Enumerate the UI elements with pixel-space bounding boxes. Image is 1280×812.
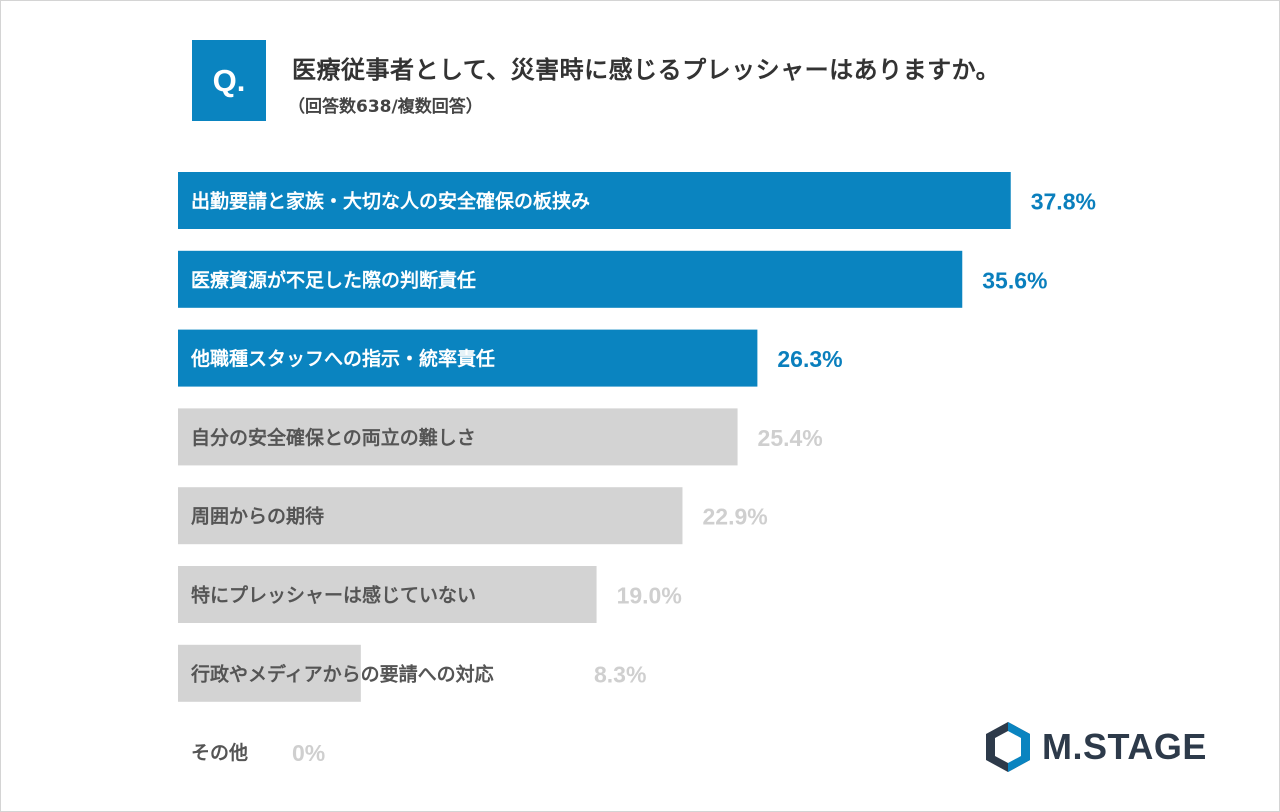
bar-value-label: 19.0%	[617, 583, 682, 609]
chart-title: 医療従事者として、災害時に感じるプレッシャーはありますか。	[292, 56, 1001, 84]
bar-category-label: その他	[191, 741, 248, 764]
bar	[178, 644, 361, 702]
bar-category-label: 他職種スタッフへの指示・統率責任	[190, 347, 495, 370]
bar-row: 他職種スタッフへの指示・統率責任 26.3%	[178, 329, 843, 387]
question-badge: Q.	[192, 40, 266, 121]
bar-category-label: 行政やメディアからの要請への対応	[190, 662, 494, 685]
logo-text: M.STAGE	[1042, 726, 1207, 767]
bar-row: 自分の安全確保との両立の難しさ 25.4%	[178, 408, 823, 466]
brand-logo: M.STAGE	[984, 722, 1207, 772]
bar-row: 行政やメディアからの要請への対応 8.3%	[178, 644, 646, 702]
m-stage-logo-icon	[986, 722, 1030, 772]
bar	[178, 329, 758, 387]
bar-row: 医療資源が不足した際の判断責任 35.6%	[178, 250, 1047, 308]
bar-row: 出勤要請と家族・大切な人の安全確保の板挟み 37.8%	[178, 172, 1096, 229]
bar-value-label: 8.3%	[594, 661, 646, 687]
bar	[178, 250, 963, 308]
bar-value-label: 25.4%	[758, 425, 823, 451]
bar-value-label: 37.8%	[1031, 189, 1096, 215]
bar-category-label: 出勤要請と家族・大切な人の安全確保の板挟み	[191, 190, 590, 213]
bar	[178, 487, 683, 545]
bar-value-label: 35.6%	[982, 267, 1047, 293]
bar-row: 特にプレッシャーは感じていない 19.0%	[178, 566, 682, 623]
bar-category-label: 医療資源が不足した際の判断責任	[191, 268, 476, 291]
bar	[178, 566, 597, 623]
bar-category-label: 特にプレッシャーは感じていない	[191, 584, 476, 607]
bar-value-label: 22.9%	[702, 504, 767, 530]
bar-value-label: 26.3%	[777, 346, 842, 372]
bar	[178, 172, 1011, 229]
bar-category-label: 自分の安全確保との両立の難しさ	[191, 426, 476, 449]
bar	[178, 408, 738, 466]
bar-category-label: 周囲からの期待	[191, 505, 324, 528]
bar-row: その他 0%	[191, 740, 325, 766]
bar-value-label: 0%	[292, 740, 325, 766]
bar-row: 周囲からの期待 22.9%	[178, 487, 768, 545]
chart-subtitle: （回答数638/複数回答）	[288, 97, 483, 117]
